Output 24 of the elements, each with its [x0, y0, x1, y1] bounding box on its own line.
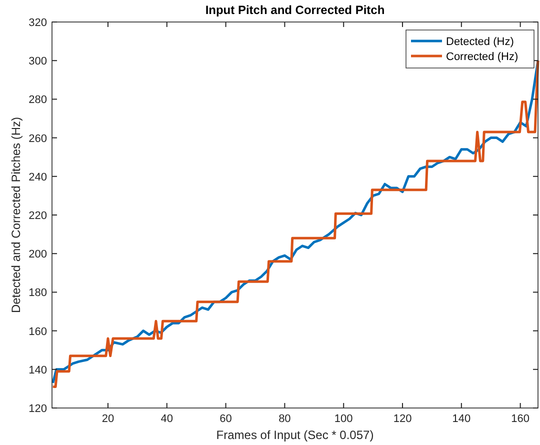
x-tick-label: 20: [102, 413, 114, 425]
y-tick-label: 260: [28, 132, 47, 145]
x-tick-label: 80: [278, 413, 291, 425]
x-tick-label: 40: [160, 413, 173, 425]
y-tick-label: 240: [28, 171, 47, 184]
legend-label: Detected (Hz): [446, 36, 514, 48]
x-tick-label: 100: [334, 413, 353, 425]
y-tick-label: 180: [28, 287, 47, 300]
y-tick-label: 120: [28, 403, 47, 415]
x-tick-label: 120: [393, 413, 412, 425]
y-tick-label: 160: [28, 326, 47, 338]
y-tick-label: 280: [28, 94, 47, 106]
x-tick-label: 60: [220, 413, 232, 425]
legend-label: Corrected (Hz): [446, 51, 518, 63]
x-axis-title: Frames of Input (Sec * 0.057): [216, 428, 374, 442]
y-tick-label: 200: [28, 248, 47, 261]
y-axis-title: Detected and Corrected Pitches (Hz): [9, 116, 23, 314]
y-tick-label: 300: [28, 56, 47, 68]
x-tick-label: 140: [452, 413, 471, 425]
x-tick-label: 160: [511, 413, 530, 425]
y-tick-label: 220: [28, 210, 47, 222]
y-tick-label: 320: [28, 17, 47, 29]
y-tick-label: 140: [28, 364, 47, 376]
chart-title: Input Pitch and Corrected Pitch: [205, 3, 385, 17]
